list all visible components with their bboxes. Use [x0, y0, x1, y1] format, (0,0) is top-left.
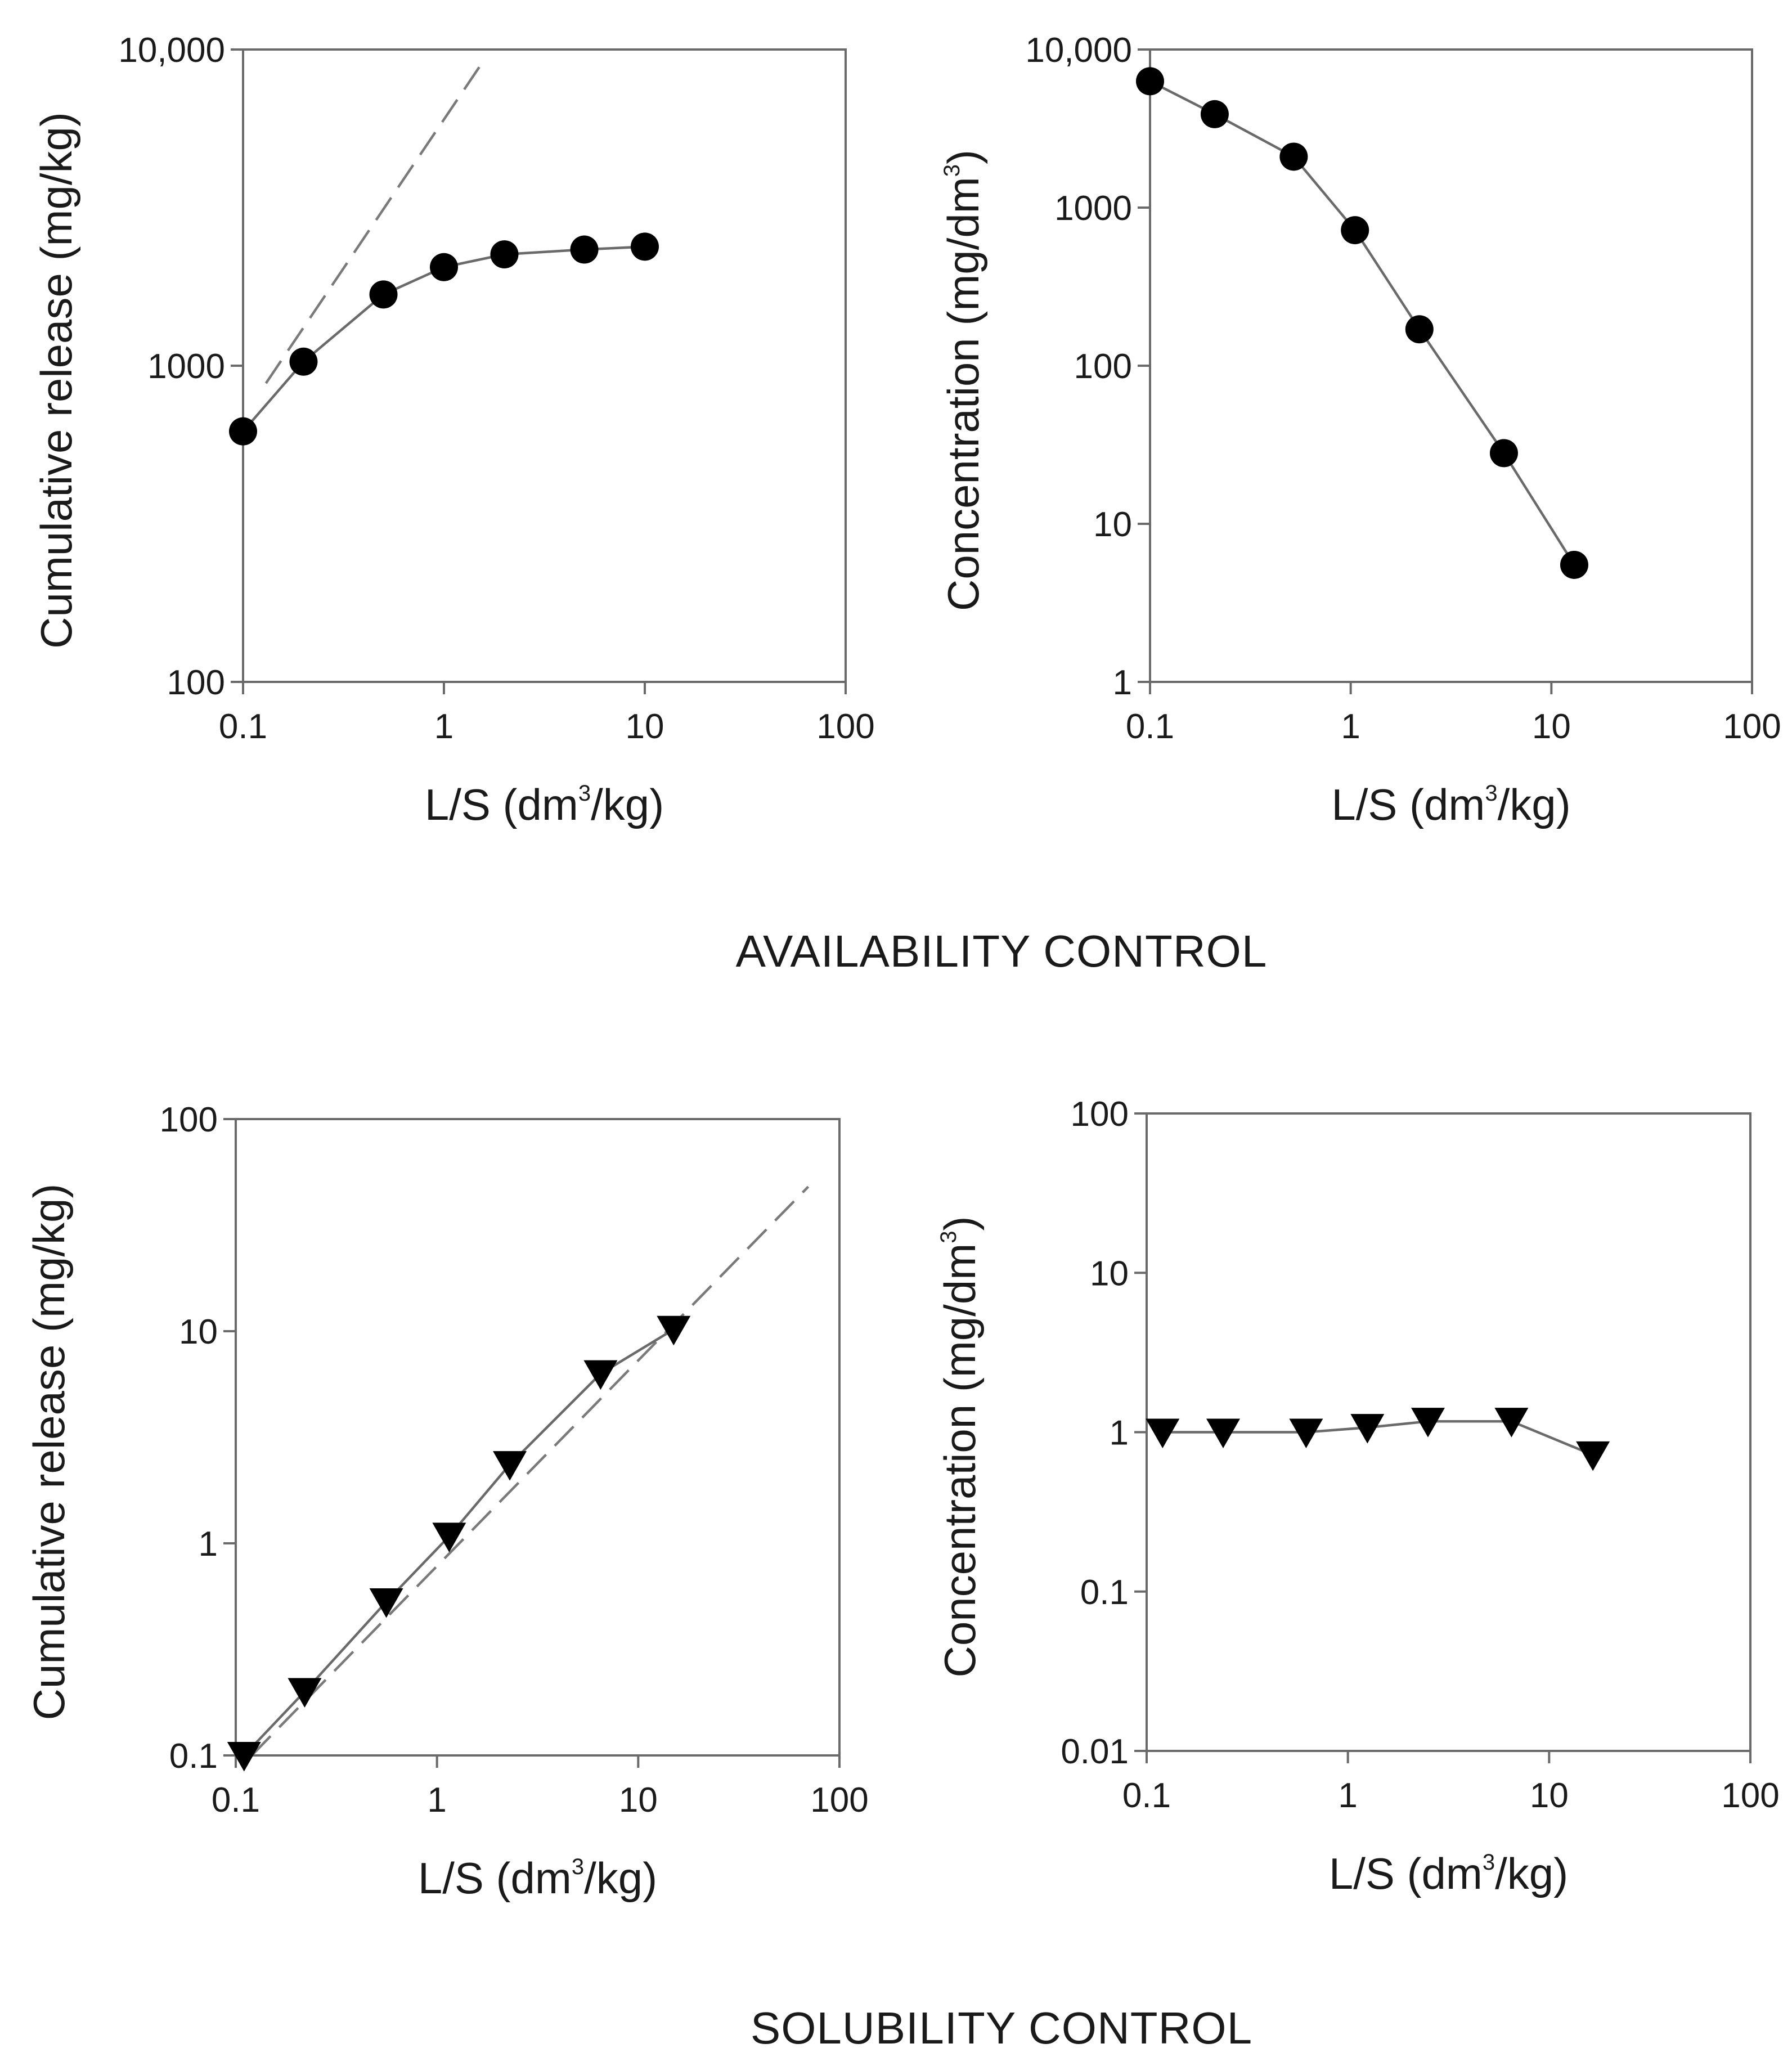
- x-axis-title: L/S (dm3/kg): [1331, 780, 1570, 829]
- data-point: [1560, 550, 1588, 579]
- x-tick-label: 10: [1530, 1776, 1569, 1815]
- x-tick-label: 100: [810, 1781, 868, 1820]
- y-tick-label: 100: [1071, 1095, 1129, 1134]
- data-point: [369, 1588, 403, 1618]
- data-point: [1350, 1414, 1385, 1444]
- y-tick-label: 1000: [147, 347, 225, 386]
- data-point: [493, 1451, 527, 1481]
- data-point: [1279, 142, 1308, 171]
- data-point: [227, 1742, 261, 1772]
- x-tick-label: 1: [434, 707, 453, 746]
- data-point: [1146, 1418, 1180, 1448]
- x-tick-label: 10: [1532, 707, 1571, 746]
- data-point: [1200, 100, 1229, 128]
- reference-dashed-line: [250, 1185, 810, 1757]
- data-point: [583, 1360, 618, 1390]
- reference-dashed-line: [264, 66, 480, 384]
- series-line: [1149, 80, 1575, 566]
- y-tick-label: 1: [1110, 1414, 1129, 1453]
- plot-frame: [1149, 48, 1753, 683]
- y-axis-title: Cumulative release (mg/kg): [32, 112, 81, 649]
- data-point: [1206, 1418, 1240, 1448]
- x-axis-title: L/S (dm3/kg): [425, 780, 664, 829]
- plot-frame: [235, 1118, 841, 1757]
- x-tick-label: 10: [619, 1781, 658, 1820]
- x-tick-label: 100: [1721, 1776, 1779, 1815]
- y-axis-title: Concentration (mg/dm3): [935, 1216, 985, 1678]
- y-tick-label: 10,000: [1025, 31, 1132, 70]
- data-point: [1576, 1441, 1610, 1471]
- y-tick-label: 10,000: [118, 31, 225, 70]
- data-point: [1289, 1418, 1323, 1448]
- x-axis-title: L/S (dm3/kg): [1329, 1849, 1568, 1898]
- x-tick-label: 0.1: [212, 1781, 260, 1820]
- x-tick-label: 10: [626, 707, 664, 746]
- y-tick-label: 0.1: [1080, 1573, 1129, 1612]
- data-point: [430, 253, 458, 281]
- data-point: [288, 1678, 322, 1708]
- data-point: [631, 232, 659, 261]
- y-axis-title: Concentration (mg/dm3): [938, 150, 988, 611]
- x-tick-label: 0.1: [219, 707, 267, 746]
- chart-solubility-concentration: 0.1 1 10 100 0.01 0.1 1 10 100 L/S (dm3/kg) Concen…: [935, 1095, 1780, 1898]
- chart-availability-cumulative: 0.1 1 10 100 100 1000 10,000 L/S (dm3/kg) Cumula…: [32, 31, 875, 829]
- chart-solubility-cumulative: 0.1 1 10 100 0.1 1 10 100 L/S (dm3/kg) Cumulative…: [24, 1101, 869, 1903]
- data-point: [1405, 315, 1434, 344]
- y-tick-label: 100: [160, 1101, 218, 1139]
- x-axis-title: L/S (dm3/kg): [418, 1853, 657, 1903]
- x-tick-label: 1: [1341, 707, 1360, 746]
- plot-frame: [242, 48, 847, 683]
- y-tick-label: 0.01: [1061, 1732, 1129, 1771]
- section-title-availability: AVAILABILITY CONTROL: [736, 926, 1268, 976]
- y-tick-label: 100: [167, 663, 225, 702]
- data-point: [490, 240, 519, 269]
- y-tick-label: 1: [1113, 663, 1132, 702]
- data-point: [657, 1315, 691, 1346]
- data-point: [1341, 216, 1369, 245]
- data-point: [1136, 67, 1164, 96]
- x-tick-label: 100: [1723, 707, 1781, 746]
- y-tick-label: 10: [1093, 505, 1132, 544]
- data-point: [570, 235, 599, 264]
- chart-availability-concentration: 0.1 1 10 100 1 10 100 1000 10,000 L/S (dm3/kg) Con…: [938, 31, 1781, 829]
- data-point: [1411, 1408, 1445, 1438]
- x-tick-label: 100: [816, 707, 874, 746]
- data-point: [432, 1522, 466, 1552]
- data-point: [1489, 439, 1518, 468]
- x-tick-label: 1: [427, 1781, 446, 1820]
- y-tick-label: 0.1: [169, 1737, 218, 1776]
- y-tick-label: 1000: [1054, 189, 1132, 228]
- x-tick-label: 0.1: [1122, 1776, 1171, 1815]
- data-point: [1494, 1408, 1529, 1438]
- y-tick-label: 10: [1090, 1254, 1129, 1293]
- y-axis-title: Cumulative release (mg/kg): [24, 1184, 74, 1721]
- data-point: [369, 280, 398, 309]
- x-tick-label: 1: [1338, 1776, 1357, 1815]
- section-title-solubility: SOLUBILITY CONTROL: [751, 2003, 1252, 2053]
- data-point: [229, 417, 257, 446]
- data-point: [289, 347, 318, 376]
- x-tick-label: 0.1: [1126, 707, 1174, 746]
- y-tick-label: 10: [179, 1313, 218, 1351]
- y-tick-label: 1: [199, 1525, 218, 1564]
- y-tick-label: 100: [1074, 347, 1132, 386]
